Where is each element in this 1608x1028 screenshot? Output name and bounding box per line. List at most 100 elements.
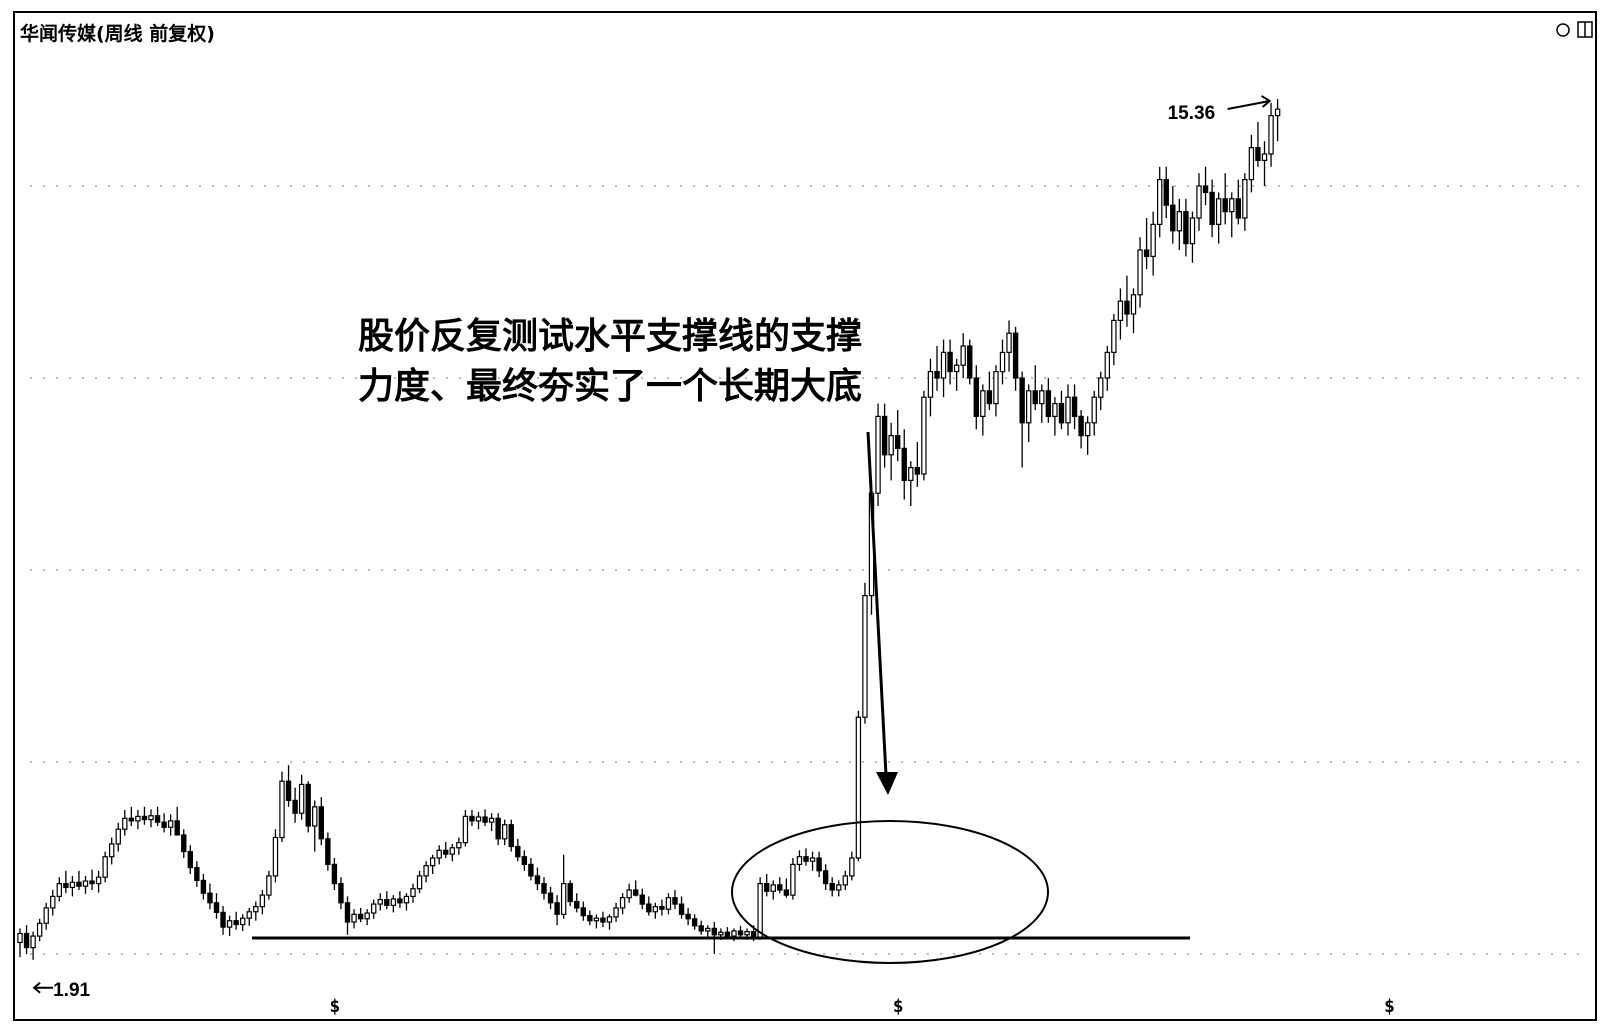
candle-body bbox=[502, 824, 508, 840]
candle-body bbox=[436, 849, 442, 859]
candle bbox=[1130, 288, 1137, 334]
candle bbox=[554, 895, 560, 926]
candle bbox=[613, 902, 619, 922]
candle-body bbox=[678, 903, 685, 915]
candle bbox=[285, 765, 292, 807]
candle-body bbox=[1032, 390, 1038, 405]
candle bbox=[82, 875, 89, 894]
candle bbox=[626, 883, 632, 903]
candle bbox=[135, 810, 141, 830]
window-controls bbox=[1556, 21, 1593, 38]
candle bbox=[934, 346, 940, 391]
candle-body bbox=[842, 875, 849, 886]
candle bbox=[76, 870, 82, 890]
candle-body bbox=[449, 847, 456, 855]
candle-body bbox=[737, 930, 744, 936]
candle-body bbox=[266, 875, 272, 896]
candle bbox=[1124, 275, 1130, 327]
candle-body bbox=[894, 435, 901, 450]
candle-body bbox=[482, 816, 488, 823]
candle-body bbox=[646, 903, 652, 913]
candle-body bbox=[416, 875, 423, 890]
candle bbox=[351, 909, 357, 929]
candle bbox=[967, 339, 973, 385]
candle bbox=[240, 914, 246, 931]
candle bbox=[770, 880, 776, 900]
candle-body bbox=[986, 390, 993, 405]
base-ellipse bbox=[731, 820, 1049, 964]
candle bbox=[115, 822, 121, 852]
candle bbox=[1098, 371, 1104, 410]
candle-body bbox=[69, 881, 76, 889]
candle bbox=[980, 384, 986, 436]
candle-body bbox=[613, 907, 619, 918]
candle-body bbox=[534, 875, 541, 885]
chart-frame bbox=[13, 11, 1597, 1021]
candle bbox=[36, 918, 43, 942]
candle-body bbox=[1084, 422, 1091, 437]
candle-body bbox=[469, 815, 475, 822]
candle-body bbox=[128, 817, 135, 822]
annotation-arrow-shaft bbox=[866, 431, 888, 776]
candle bbox=[1150, 211, 1156, 276]
candle-body bbox=[731, 930, 737, 937]
candle-body bbox=[174, 820, 180, 836]
candle-body bbox=[554, 902, 560, 915]
high-price-arrow bbox=[1227, 95, 1272, 110]
candle-body bbox=[338, 882, 344, 904]
candle-body bbox=[632, 889, 639, 896]
restore-icon[interactable] bbox=[1556, 23, 1570, 37]
candle-body bbox=[161, 821, 167, 828]
candle bbox=[43, 902, 49, 930]
candle-body bbox=[777, 884, 783, 891]
candle bbox=[1084, 416, 1091, 455]
candle bbox=[894, 410, 901, 462]
candle-body bbox=[757, 882, 763, 938]
candle-body bbox=[967, 345, 973, 379]
candle bbox=[1091, 390, 1097, 436]
candle bbox=[325, 832, 331, 871]
candle bbox=[849, 851, 855, 881]
candle-body bbox=[1124, 300, 1130, 315]
candle bbox=[482, 809, 488, 826]
candle bbox=[953, 358, 960, 391]
candle bbox=[777, 877, 783, 894]
candle-body bbox=[999, 351, 1006, 373]
candle-body bbox=[397, 898, 403, 904]
candle bbox=[122, 810, 128, 836]
candle-body bbox=[495, 817, 501, 840]
candle-body bbox=[528, 863, 534, 877]
candle-body bbox=[711, 927, 718, 936]
annotation-line-1: 股价反复测试水平支撑线的支撑 bbox=[358, 315, 862, 357]
candle-body bbox=[508, 824, 514, 848]
candle bbox=[23, 925, 30, 954]
candle bbox=[279, 771, 285, 842]
candle-body bbox=[744, 930, 750, 936]
candle-body bbox=[325, 838, 331, 865]
candle-body bbox=[914, 467, 921, 475]
candle bbox=[338, 877, 344, 910]
candle-body bbox=[285, 780, 292, 802]
candle bbox=[593, 914, 600, 929]
candle-body bbox=[1071, 396, 1078, 418]
candle-body bbox=[154, 815, 161, 823]
candle-body bbox=[1189, 217, 1196, 245]
candle bbox=[1274, 98, 1281, 142]
candle-body bbox=[1111, 319, 1117, 353]
candle bbox=[600, 911, 606, 928]
candle-body bbox=[344, 902, 351, 923]
candle-body bbox=[790, 863, 796, 896]
candle bbox=[580, 901, 587, 921]
candle-body bbox=[1117, 300, 1124, 322]
candle bbox=[940, 339, 947, 398]
candle bbox=[1176, 198, 1183, 250]
candle-body bbox=[1215, 198, 1222, 226]
candle bbox=[292, 787, 298, 823]
candle-body bbox=[724, 931, 731, 937]
candle-body bbox=[63, 882, 69, 889]
candle-body bbox=[809, 857, 816, 862]
candle bbox=[1229, 192, 1235, 238]
candle-body bbox=[443, 849, 449, 855]
candle-body bbox=[836, 884, 842, 891]
